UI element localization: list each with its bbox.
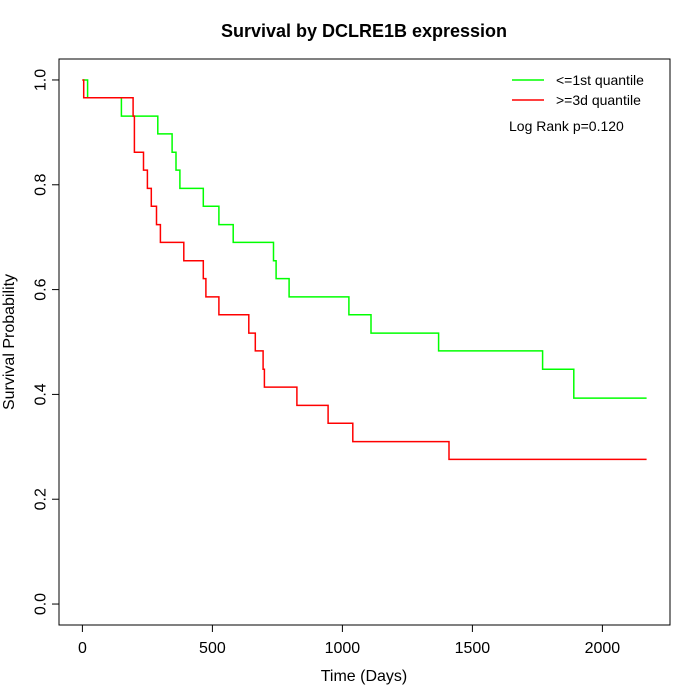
plot-frame bbox=[58, 58, 671, 626]
series-line-1 bbox=[82, 79, 647, 461]
log-rank-annotation: Log Rank p=0.120 bbox=[509, 118, 624, 134]
y-tick-label: 0.6 bbox=[33, 278, 50, 300]
legend-label-1: >=3d quantile bbox=[556, 92, 641, 108]
y-axis-label: Survival Probability bbox=[1, 274, 18, 410]
x-tick-label: 2000 bbox=[585, 640, 621, 657]
chart-title: Survival by DCLRE1B expression bbox=[221, 21, 507, 41]
y-tick-label: 0.8 bbox=[33, 174, 50, 196]
x-tick-label: 0 bbox=[78, 640, 87, 657]
y-axis: 0.0 0.2 0.4 0.6 0.8 1.0 bbox=[33, 69, 59, 615]
x-tick-label: 1000 bbox=[325, 640, 361, 657]
x-tick-label: 1500 bbox=[455, 640, 491, 657]
y-tick-label: 0.4 bbox=[33, 383, 50, 405]
series-layer bbox=[82, 79, 647, 461]
legend: <=1st quantile >=3d quantile bbox=[512, 72, 644, 108]
legend-label-0: <=1st quantile bbox=[556, 72, 644, 88]
series-line-0 bbox=[82, 79, 647, 399]
x-axis-label: Time (Days) bbox=[321, 668, 408, 685]
x-axis: 0 500 1000 1500 2000 bbox=[78, 625, 620, 657]
x-tick-label: 500 bbox=[199, 640, 226, 657]
y-tick-label: 0.0 bbox=[33, 593, 50, 615]
y-tick-label: 0.2 bbox=[33, 488, 50, 510]
y-tick-label: 1.0 bbox=[33, 69, 50, 91]
